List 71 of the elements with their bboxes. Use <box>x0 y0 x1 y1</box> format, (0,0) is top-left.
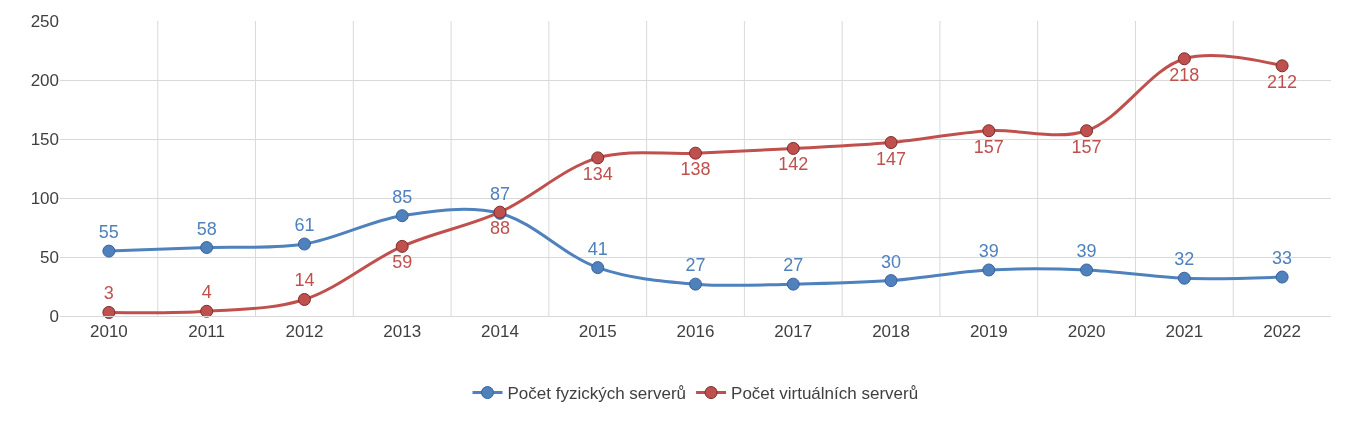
y-tick-label: 150 <box>30 129 59 149</box>
x-tick-label: 2018 <box>872 322 910 342</box>
x-tick-label: 2014 <box>481 322 519 342</box>
point <box>884 274 898 288</box>
data-label: 142 <box>778 154 809 175</box>
point <box>689 277 702 291</box>
data-label: 27 <box>783 255 804 276</box>
data-label: 41 <box>587 238 608 259</box>
data-label: 157 <box>973 136 1004 157</box>
point <box>591 151 605 165</box>
legend-label: Počet virtuálních serverů <box>731 384 919 404</box>
data-label: 87 <box>489 184 510 205</box>
point <box>982 124 996 138</box>
y-tick-label: 50 <box>40 247 59 267</box>
point <box>884 136 898 150</box>
data-label: 61 <box>294 215 315 236</box>
x-tick-label: 2017 <box>774 322 813 342</box>
point <box>689 146 702 160</box>
point <box>395 239 409 253</box>
point <box>102 244 116 258</box>
point <box>591 261 605 275</box>
data-label: 58 <box>196 218 217 239</box>
y-tick-label: 200 <box>30 70 59 90</box>
data-label: 157 <box>1071 136 1102 157</box>
point <box>1275 59 1289 73</box>
data-label: 4 <box>201 282 212 303</box>
data-label: 33 <box>1272 248 1293 269</box>
point <box>1177 271 1191 285</box>
data-label: 212 <box>1267 71 1298 92</box>
data-label: 14 <box>294 270 315 291</box>
y-tick-label: 0 <box>49 306 59 326</box>
point <box>1275 270 1289 284</box>
x-tick-label: 2021 <box>1165 322 1204 342</box>
data-label: 55 <box>98 222 119 243</box>
x-tick-label: 2015 <box>578 322 617 342</box>
point <box>786 277 800 291</box>
legend-label: Počet fyzických serverů <box>507 384 687 404</box>
point <box>1080 124 1094 138</box>
point <box>1177 52 1191 66</box>
data-label: 59 <box>392 252 413 273</box>
data-label: 138 <box>680 159 711 180</box>
point <box>982 263 996 277</box>
x-tick-label: 2016 <box>676 322 715 342</box>
data-label: 39 <box>978 240 999 261</box>
y-tick-label: 100 <box>30 188 59 208</box>
point <box>1080 263 1094 277</box>
point <box>200 241 214 255</box>
point <box>786 141 800 155</box>
x-tick-label: 2022 <box>1263 322 1302 342</box>
data-label: 147 <box>876 148 907 169</box>
x-tick-label: 2012 <box>285 322 324 342</box>
data-label: 3 <box>103 283 114 304</box>
data-label: 134 <box>582 163 613 184</box>
point <box>200 304 214 318</box>
data-label: 30 <box>881 251 902 272</box>
x-tick-label: 2020 <box>1067 322 1106 342</box>
x-tick-label: 2019 <box>969 322 1008 342</box>
x-tick-label: 2011 <box>188 322 225 342</box>
data-label: 39 <box>1076 240 1097 261</box>
x-tick-label: 2013 <box>383 322 422 342</box>
point <box>102 305 116 319</box>
y-tick-label: 250 <box>30 11 59 31</box>
point <box>297 237 311 251</box>
point <box>395 209 409 223</box>
data-label: 27 <box>685 255 706 276</box>
data-label: 85 <box>392 186 413 207</box>
point <box>297 292 311 306</box>
data-label: 88 <box>489 218 510 239</box>
x-tick-label: 2010 <box>89 322 128 342</box>
data-label: 218 <box>1169 64 1200 85</box>
data-label: 32 <box>1174 249 1195 270</box>
